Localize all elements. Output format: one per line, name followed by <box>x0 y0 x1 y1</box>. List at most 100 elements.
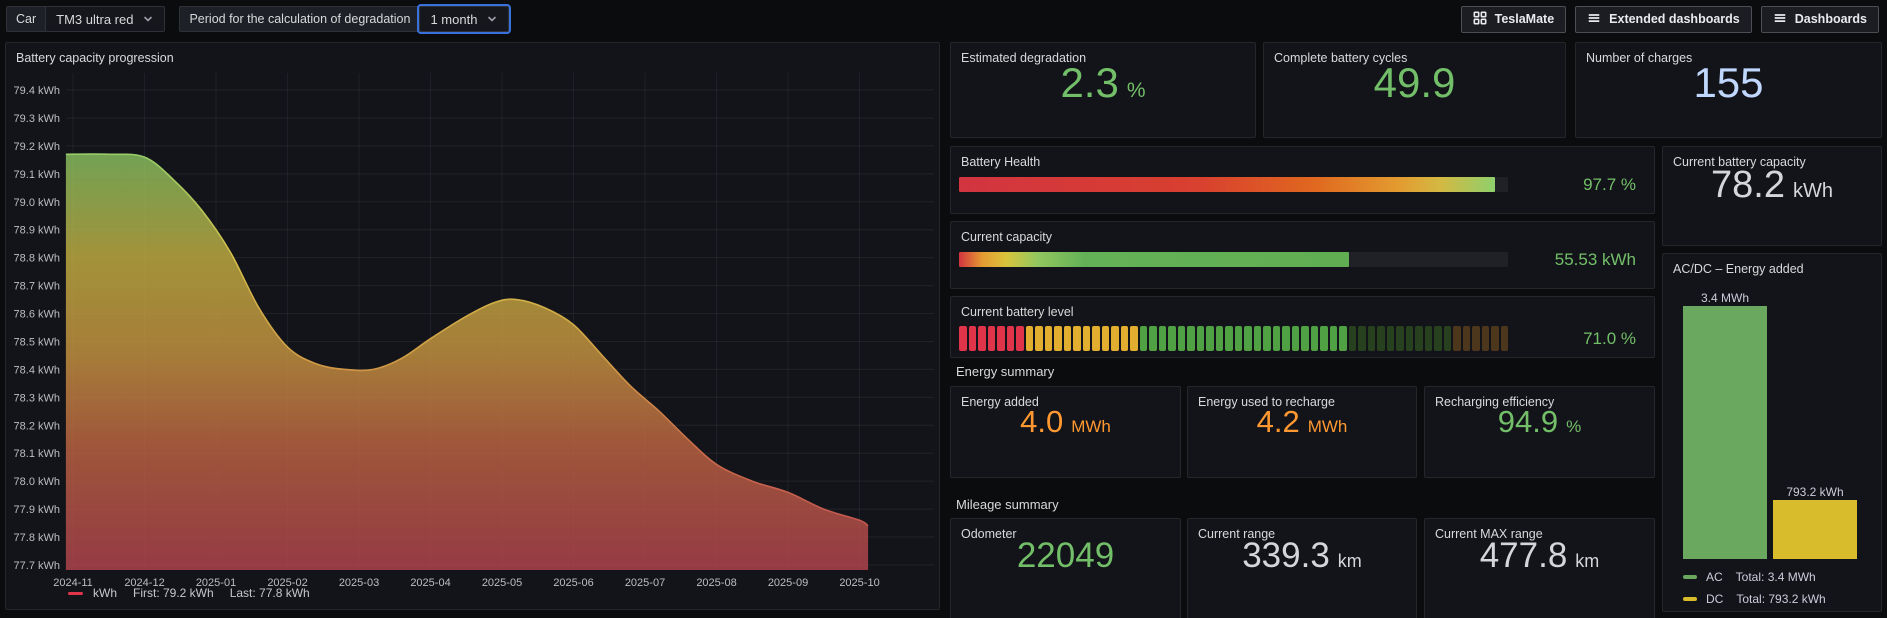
gauge-value: 71.0 % <box>1583 329 1636 348</box>
battery-level-cell <box>1282 326 1290 351</box>
x-axis-tick-label: 2025-07 <box>625 577 665 589</box>
chevron-down-icon <box>142 13 154 25</box>
panel-odometer: Odometer 22049 <box>950 518 1181 618</box>
battery-level-cell <box>1177 326 1185 351</box>
panel-current-capacity: Current capacity 55.53 kWh <box>950 221 1655 289</box>
x-axis-tick-label: 2025-10 <box>839 577 879 589</box>
battery-capacity-chart: 79.4 kWh 79.3 kWh 79.2 kWh 79.1 kWh 79.0 kWh… <box>14 73 934 589</box>
apps-icon <box>1473 11 1487 28</box>
battery-level-cell <box>1092 326 1100 351</box>
y-axis-tick-label: 78.8 kWh <box>14 253 60 265</box>
dashboards-link-button[interactable]: Dashboards <box>1760 5 1879 33</box>
panel-title[interactable]: Battery capacity progression <box>16 51 174 65</box>
battery-level-cell <box>1443 326 1451 351</box>
battery-level-cell <box>1348 326 1356 351</box>
extended-dashboards-link-button[interactable]: Extended dashboards <box>1575 5 1752 33</box>
panel-title[interactable]: AC/DC – Energy added <box>1673 262 1804 276</box>
series-name: kWh <box>93 586 117 600</box>
battery-level-cell <box>1405 326 1413 351</box>
y-axis-tick-label: 79.0 kWh <box>14 197 60 209</box>
stat-value: 4.0 MWh <box>1020 404 1111 439</box>
panel-title[interactable]: Estimated degradation <box>961 51 1087 65</box>
series-first-value: First: 79.2 kWh <box>133 586 214 600</box>
panel-title[interactable]: Current range <box>1198 527 1276 541</box>
battery-level-cell <box>1424 326 1432 351</box>
battery-level-cell <box>1139 326 1147 351</box>
battery-level-cell <box>1434 326 1442 351</box>
series-marker <box>1683 575 1697 579</box>
battery-level-cell <box>959 326 967 351</box>
y-axis-tick-label: 79.2 kWh <box>14 141 60 153</box>
x-axis-tick-label: 2024-12 <box>124 577 164 589</box>
battery-level-cell <box>1035 326 1043 351</box>
panel-recharging-efficiency: Recharging efficiency 94.9% <box>1424 386 1655 478</box>
series-name: AC <box>1706 570 1723 584</box>
series-total: Total: 3.4 MWh <box>1735 570 1816 584</box>
x-axis-tick-label: 2024-11 <box>53 577 93 589</box>
row-header-energy-summary[interactable]: Energy summary <box>956 364 1055 379</box>
battery-level-cell <box>1481 326 1489 351</box>
panel-current-battery-capacity: Current battery capacity 78.2 kWh <box>1662 146 1882 246</box>
battery-level-cell <box>1386 326 1394 351</box>
capacity-area-fill <box>65 154 869 570</box>
panel-title[interactable]: Complete battery cycles <box>1274 51 1408 65</box>
panel-title[interactable]: Energy used to recharge <box>1198 395 1335 409</box>
y-axis-tick-label: 78.4 kWh <box>14 364 60 376</box>
panel-current-battery-level: Current battery level 71.0 % <box>950 296 1655 358</box>
battery-level-cell <box>987 326 995 351</box>
battery-level-cell <box>1196 326 1204 351</box>
chart-legend-item-kwh[interactable]: kWh First: 79.2 kWh Last: 77.8 kWh <box>68 586 310 600</box>
dashboard-links: TeslaMate Extended dashboards Dashboards <box>1460 5 1881 33</box>
bar-value-label: 793.2 kWh <box>1786 485 1844 499</box>
panel-title[interactable]: Number of charges <box>1586 51 1693 65</box>
period-variable-value: 1 month <box>430 11 478 27</box>
y-axis-tick-label: 78.7 kWh <box>14 281 60 293</box>
panel-battery-capacity-progression: Battery capacity progression 79.4 kWh 79.… <box>5 42 940 610</box>
panel-complete-battery-cycles: Complete battery cycles 49.9 <box>1263 42 1566 138</box>
panel-title[interactable]: Battery Health <box>961 155 1041 169</box>
y-axis-tick-label: 79.4 kWh <box>14 85 60 97</box>
series-total: Total: 793.2 kWh <box>1736 592 1826 606</box>
period-variable-select[interactable]: 1 month <box>417 4 512 34</box>
x-axis-tick-label: 2025-01 <box>196 577 236 589</box>
battery-level-cell <box>1111 326 1119 351</box>
stat-value: 477.8 km <box>1479 536 1600 575</box>
gauge-track <box>959 177 1508 192</box>
car-variable-select[interactable]: TM3 ultra red <box>45 6 166 32</box>
panel-title[interactable]: Current MAX range <box>1435 527 1543 541</box>
nav-button-label: TeslaMate <box>1494 12 1555 26</box>
series-name: DC <box>1706 592 1724 606</box>
panel-energy-added: Energy added 4.0 MWh <box>950 386 1181 478</box>
panel-title[interactable]: Energy added <box>961 395 1039 409</box>
battery-level-cell <box>1054 326 1062 351</box>
nav-button-label: Dashboards <box>1794 12 1867 26</box>
panel-title[interactable]: Current battery level <box>961 305 1074 319</box>
series-last-value: Last: 77.8 kWh <box>229 586 310 600</box>
acdc-legend-item-ac[interactable]: AC Total: 3.4 MWh <box>1683 570 1816 584</box>
gauge-fill <box>959 252 1349 267</box>
car-variable: Car TM3 ultra red <box>6 6 166 32</box>
y-axis-tick-label: 77.7 kWh <box>14 560 60 572</box>
battery-level-cell <box>1044 326 1052 351</box>
battery-level-cell <box>1073 326 1081 351</box>
acdc-legend-item-dc[interactable]: DC Total: 793.2 kWh <box>1683 592 1826 606</box>
y-axis-tick-label: 78.5 kWh <box>14 336 60 348</box>
row-header-mileage-summary[interactable]: Mileage summary <box>956 497 1059 512</box>
battery-level-cell <box>1225 326 1233 351</box>
panel-title[interactable]: Current battery capacity <box>1673 155 1806 169</box>
y-axis-tick-label: 78.6 kWh <box>14 309 60 321</box>
panel-title[interactable]: Current capacity <box>961 230 1053 244</box>
battery-level-cell <box>1244 326 1252 351</box>
panel-title[interactable]: Recharging efficiency <box>1435 395 1555 409</box>
y-axis-tick-label: 78.1 kWh <box>14 448 60 460</box>
battery-level-cell <box>1396 326 1404 351</box>
series-marker <box>68 591 83 595</box>
stat-value: 339.3 km <box>1242 536 1362 575</box>
panel-title[interactable]: Odometer <box>961 527 1017 541</box>
battery-level-cell <box>1006 326 1014 351</box>
battery-level-cell <box>1263 326 1271 351</box>
battery-level-cell <box>1500 326 1508 351</box>
x-axis-tick-label: 2025-03 <box>339 577 379 589</box>
teslamate-link-button[interactable]: TeslaMate <box>1460 5 1567 33</box>
